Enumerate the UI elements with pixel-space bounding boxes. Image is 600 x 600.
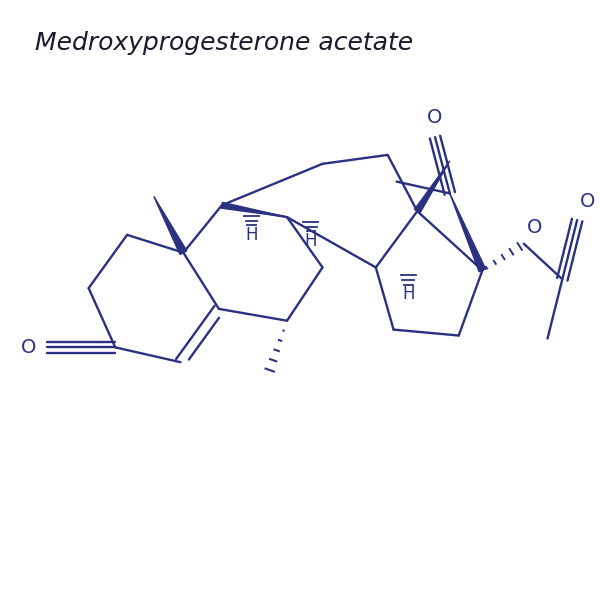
Polygon shape — [154, 196, 187, 254]
Polygon shape — [415, 161, 450, 213]
Text: H: H — [304, 232, 317, 250]
Polygon shape — [221, 202, 287, 217]
Text: O: O — [21, 338, 37, 357]
Text: O: O — [427, 107, 443, 127]
Text: H: H — [245, 226, 258, 244]
Polygon shape — [450, 193, 485, 272]
Text: Medroxyprogesterone acetate: Medroxyprogesterone acetate — [35, 31, 413, 55]
Text: O: O — [527, 218, 542, 236]
Text: H: H — [402, 285, 415, 303]
Text: O: O — [580, 192, 595, 211]
